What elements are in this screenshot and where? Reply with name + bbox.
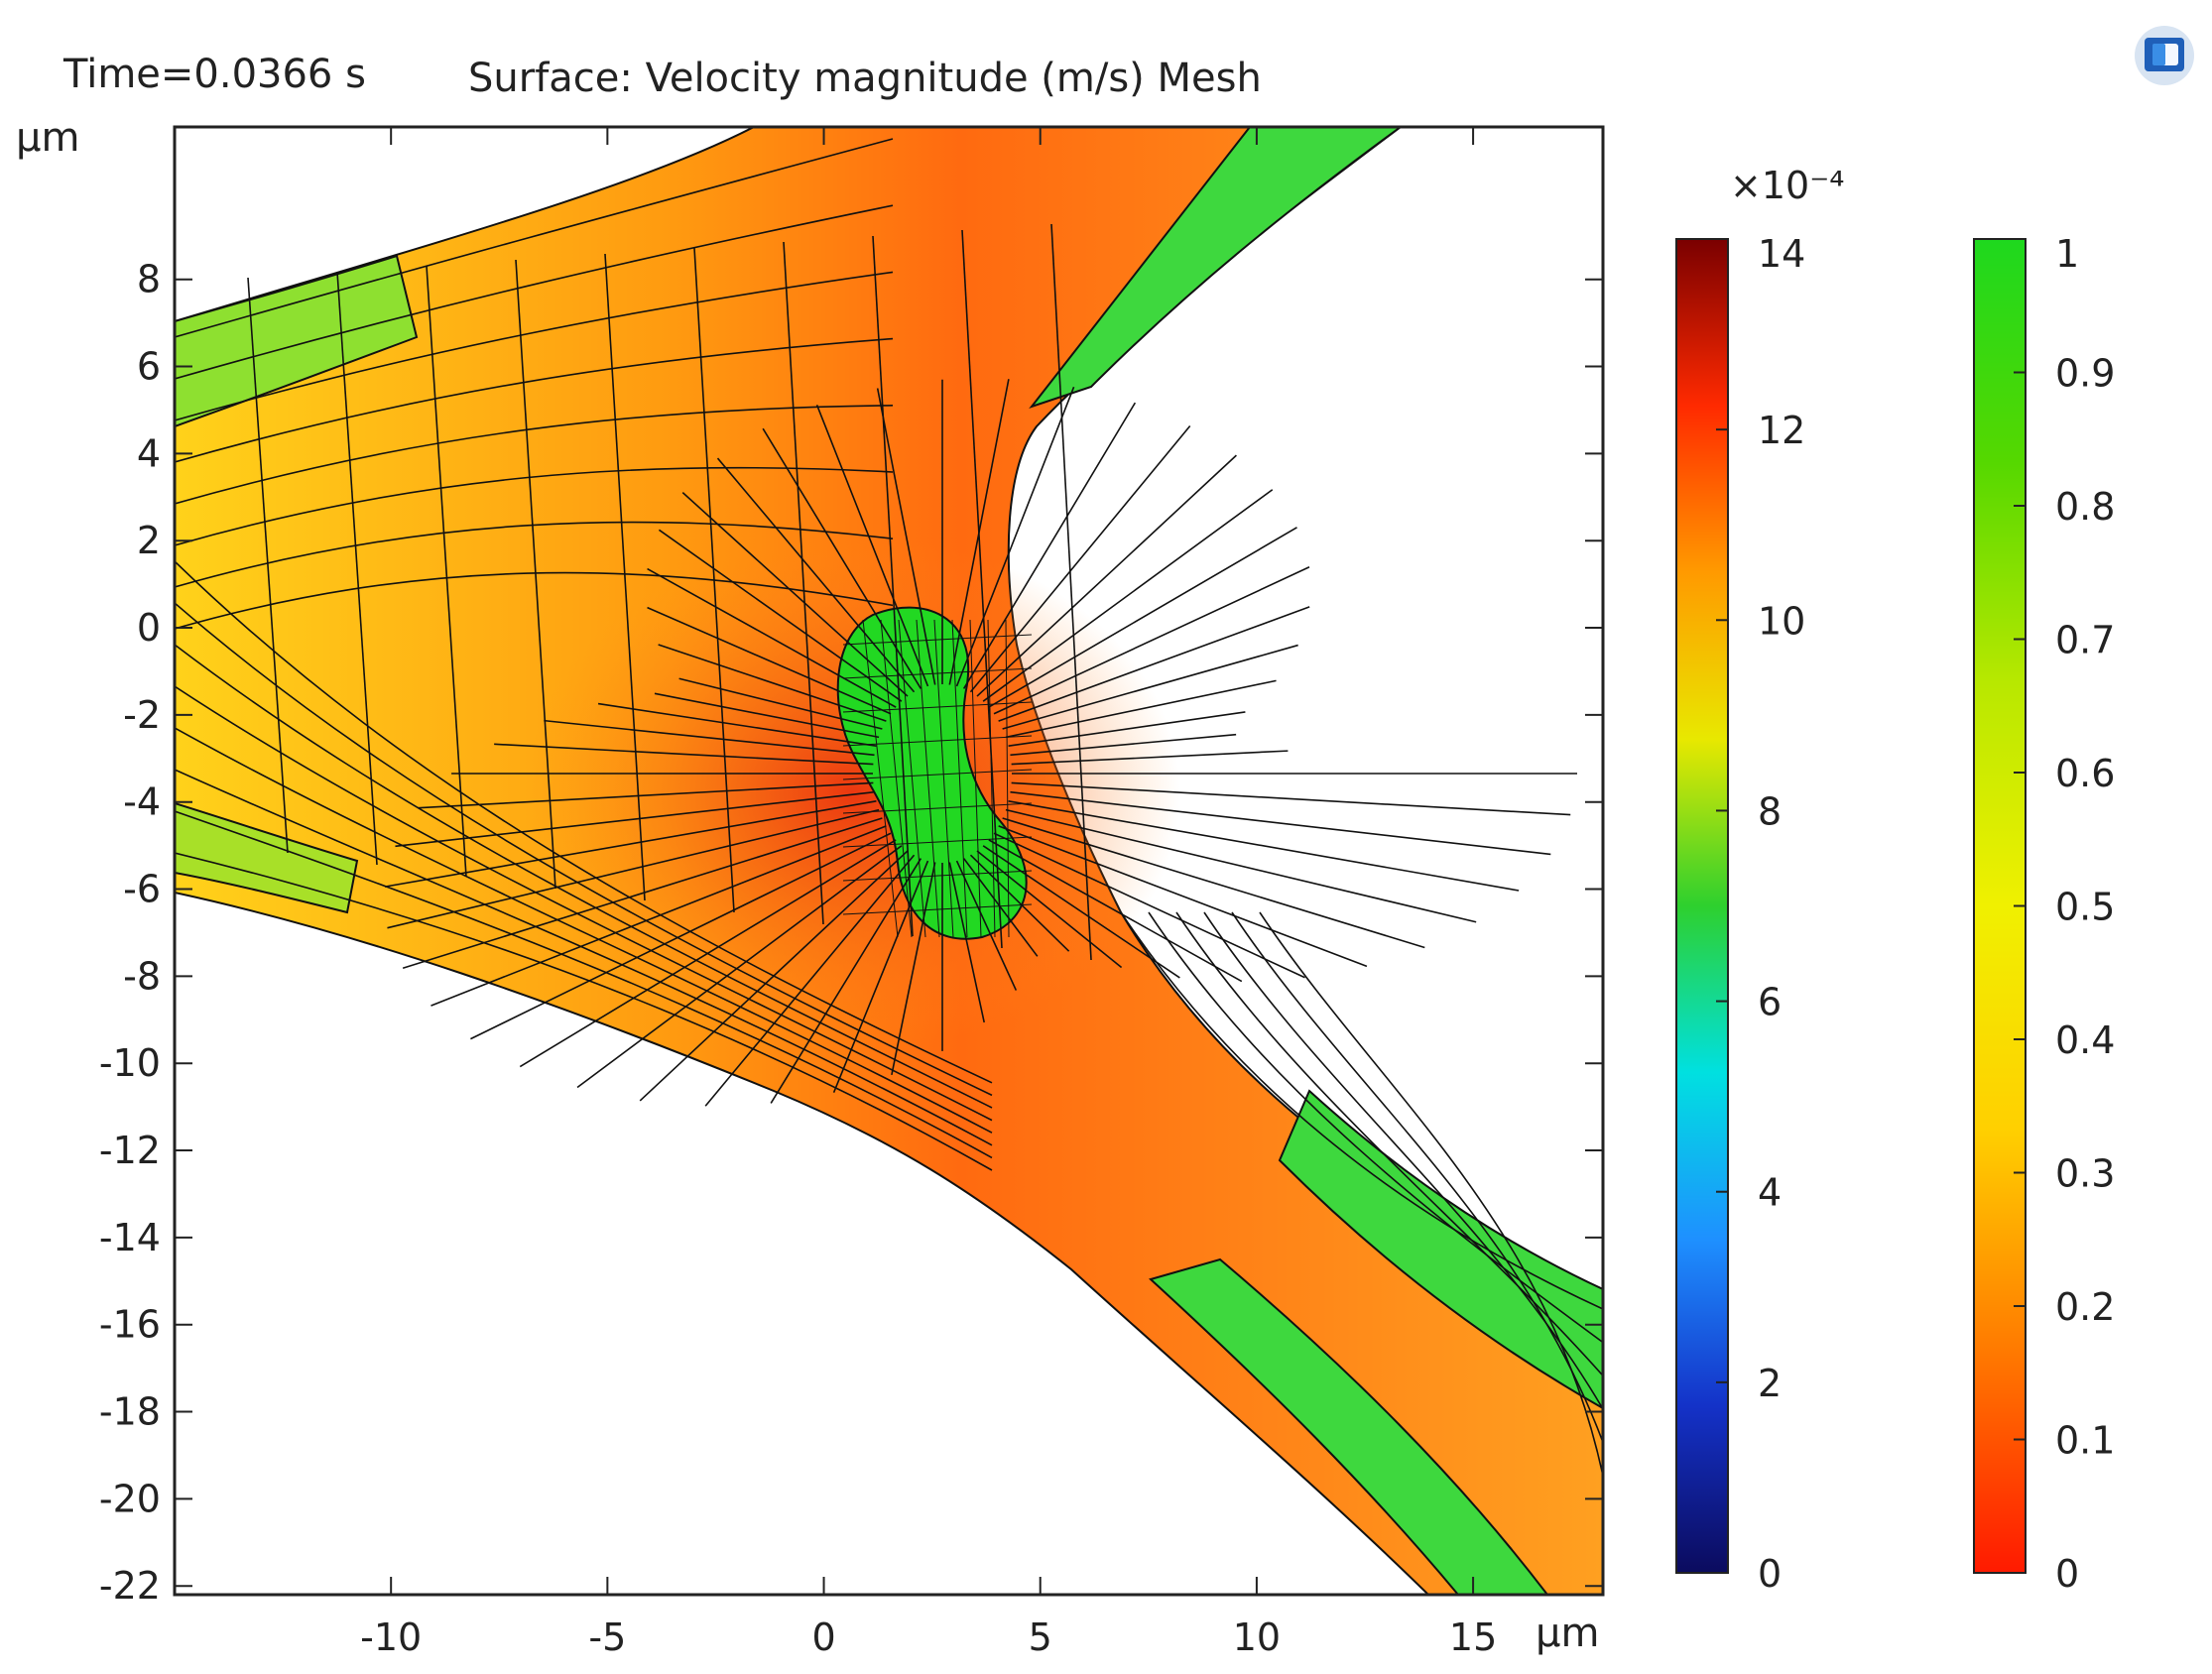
colorbar-tick-label: 1 (2055, 232, 2079, 276)
x-tick-label: 0 (811, 1615, 835, 1659)
hot-core (526, 536, 1180, 1051)
colorbar-tick-label: 0.5 (2055, 886, 2115, 929)
surface-title: Surface: Velocity magnitude (m/s) Mesh (468, 56, 1262, 101)
colorbar-tick-label: 4 (1758, 1171, 1782, 1215)
y-tick-label: -22 (99, 1564, 161, 1608)
app-logo-icon (2135, 26, 2194, 85)
colorbar-tick-label: 14 (1758, 232, 1805, 276)
colorbar-tick-label: 0.9 (2055, 352, 2115, 396)
colorbar-tick-label: 10 (1758, 599, 1805, 643)
phase-colorbar-ticks: 1 0.9 0.8 0.7 0.6 0.5 0.4 0.3 0.2 0.1 0 (2014, 232, 2115, 1596)
y-tick-label: 8 (137, 258, 161, 301)
x-tick-label: 5 (1029, 1615, 1052, 1659)
y-tick-label: -20 (99, 1477, 161, 1520)
mesh-lines (175, 138, 1603, 1477)
y-tick-label: -4 (123, 780, 161, 824)
x-tick-label: -10 (360, 1615, 422, 1659)
colorbar-tick-label: 0.1 (2055, 1419, 2115, 1463)
y-tick-label: -6 (123, 868, 161, 911)
x-tick-label: 10 (1233, 1615, 1281, 1659)
y-axis-unit: µm (16, 115, 79, 161)
x-ticks: -10 -5 0 5 10 15 (360, 127, 1497, 1659)
colorbar-tick-label: 0.7 (2055, 619, 2115, 662)
plot-frame (173, 125, 1605, 1597)
colorbar-tick-label: 8 (1758, 789, 1782, 833)
time-title: Time=0.0366 s (62, 52, 366, 97)
velocity-colorbar-exponent: ×10⁻⁴ (1730, 164, 1844, 207)
y-tick-label: 4 (137, 431, 161, 475)
colorbar-tick-label: 12 (1758, 409, 1805, 452)
colorbar-tick-label: 0 (2055, 1552, 2079, 1596)
y-tick-label: -18 (99, 1390, 161, 1434)
y-tick-label: 6 (137, 345, 161, 389)
y-tick-label: -8 (123, 954, 161, 998)
green-strip-upper (1029, 127, 1403, 409)
colorbar-tick-label: 0.6 (2055, 752, 2115, 795)
colorbar-tick-label: 0 (1758, 1552, 1782, 1596)
y-tick-label: -14 (99, 1216, 161, 1259)
mesh-surface (175, 127, 1603, 1595)
green-strip-bottom (1149, 1257, 1549, 1595)
y-ticks: 8 6 4 2 0 -2 -4 -6 -8 -10 -12 -14 -16 -18 -20 -22 (99, 258, 1603, 1608)
x-tick-label: 15 (1449, 1615, 1497, 1659)
velocity-colorbar-ticks: 14 12 10 8 6 4 2 0 (1716, 232, 1805, 1596)
colorbar-tick-label: 6 (1758, 981, 1782, 1024)
y-tick-label: 0 (137, 606, 161, 650)
y-tick-label: -2 (123, 693, 161, 737)
y-tick-label: -12 (99, 1129, 161, 1172)
y-tick-label: -16 (99, 1303, 161, 1347)
y-tick-label: 2 (137, 519, 161, 562)
x-tick-label: -5 (588, 1615, 626, 1659)
green-strip-left-low (175, 801, 359, 914)
colorbar-tick-label: 0.2 (2055, 1285, 2115, 1329)
colorbar-tick-label: 0.3 (2055, 1152, 2115, 1196)
colorbar-tick-label: 2 (1758, 1362, 1782, 1405)
colorbar-tick-label: 0.8 (2055, 485, 2115, 529)
colorbar-tick-label: 0.4 (2055, 1018, 2115, 1062)
velocity-colorbar (1675, 238, 1729, 1574)
y-tick-label: -10 (99, 1041, 161, 1085)
x-axis-unit: µm (1536, 1611, 1599, 1656)
